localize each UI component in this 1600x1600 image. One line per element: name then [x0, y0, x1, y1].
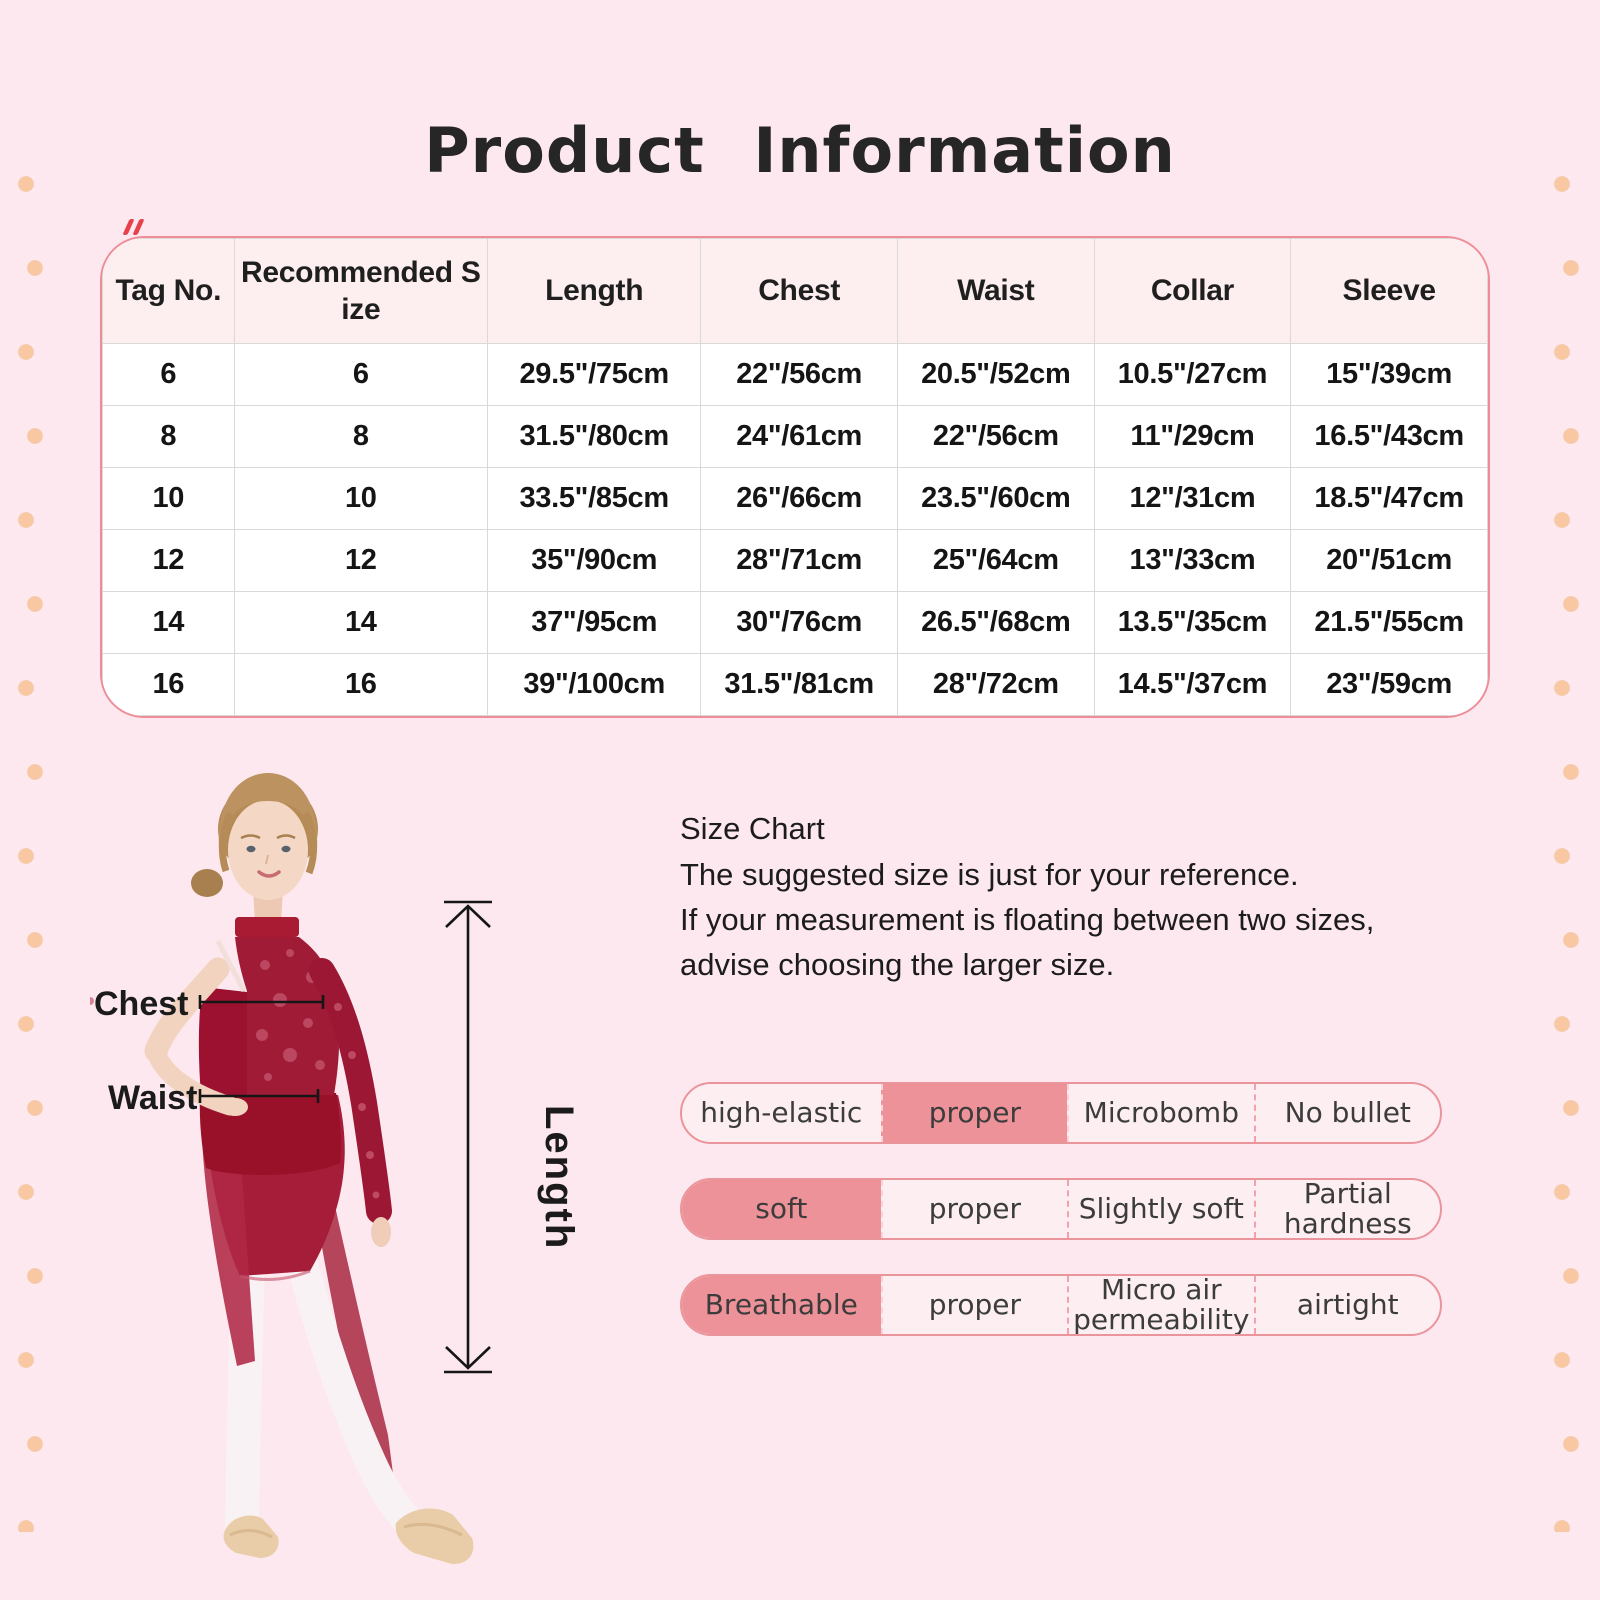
- table-cell: 31.5"/81cm: [700, 653, 898, 716]
- attribute-segment: No bullet: [1253, 1084, 1440, 1142]
- size-chart-note-line: advise choosing the larger size.: [680, 947, 1115, 982]
- table-cell: 26.5"/68cm: [896, 591, 1095, 654]
- table-cell: 13"/33cm: [1093, 529, 1292, 592]
- table-cell: 30"/76cm: [700, 591, 898, 654]
- table-cell: 6: [233, 343, 489, 406]
- column-header-length: Length: [487, 238, 702, 344]
- dots-decoration-right: [1550, 172, 1584, 1532]
- waist-measure-label: Waist: [108, 1079, 198, 1117]
- attribute-segment: Micro air permeability: [1067, 1276, 1253, 1334]
- size-chart-table: Tag No. Recommended Size Length Chest Wa…: [102, 238, 1488, 716]
- table-cell: 14: [102, 591, 235, 654]
- table-cell: 12: [233, 529, 489, 592]
- table-row: 14 14 37"/95cm 30"/76cm 26.5"/68cm 13.5"…: [102, 591, 1488, 654]
- column-header-collar: Collar: [1093, 238, 1292, 344]
- dots-decoration-left: [14, 172, 48, 1532]
- quote-mark-decoration: [122, 219, 145, 235]
- size-chart-heading: Size Chart: [680, 811, 825, 846]
- size-chart-note-line: The suggested size is just for your refe…: [680, 857, 1299, 892]
- table-row: 12 12 35"/90cm 28"/71cm 25"/64cm 13"/33c…: [102, 529, 1488, 592]
- attribute-bar-breathability: Breathable proper Micro air permeability…: [680, 1274, 1442, 1336]
- attribute-bar-softness: soft proper Slightly soft Partial hardne…: [680, 1178, 1442, 1240]
- model-illustration: [90, 773, 492, 1565]
- column-header-waist: Waist: [896, 238, 1095, 344]
- table-cell: 10: [102, 467, 235, 530]
- table-cell: 11"/29cm: [1093, 405, 1292, 468]
- table-cell: 12: [102, 529, 235, 592]
- attribute-bar-elasticity: high-elastic proper Microbomb No bullet: [680, 1082, 1442, 1144]
- table-cell: 28"/72cm: [896, 653, 1095, 716]
- size-chart-note-line: If your measurement is floating between …: [680, 902, 1375, 937]
- table-cell: 20.5"/52cm: [896, 343, 1095, 406]
- attribute-segment: proper: [880, 1180, 1067, 1238]
- table-cell: 8: [233, 405, 489, 468]
- table-cell: 16: [233, 653, 489, 716]
- table-cell: 35"/90cm: [487, 529, 702, 592]
- column-header-tag-no: Tag No.: [102, 238, 235, 344]
- attribute-segment: high-elastic: [700, 1095, 863, 1129]
- table-cell: 8: [102, 405, 235, 468]
- table-cell: 10.5"/27cm: [1093, 343, 1292, 406]
- length-measure-label: Length: [537, 1105, 581, 1251]
- table-cell: 21.5"/55cm: [1290, 591, 1488, 654]
- table-cell: 14: [233, 591, 489, 654]
- table-cell: 12"/31cm: [1093, 467, 1292, 530]
- column-header-sleeve: Sleeve: [1290, 238, 1488, 344]
- attribute-segment-selected: proper: [880, 1084, 1068, 1142]
- table-cell: 25"/64cm: [896, 529, 1095, 592]
- size-chart-notes: Size Chart The suggested size is just fo…: [680, 806, 1440, 987]
- table-cell: 37"/95cm: [487, 591, 702, 654]
- table-cell: 22"/56cm: [700, 343, 898, 406]
- table-row: 10 10 33.5"/85cm 26"/66cm 23.5"/60cm 12"…: [102, 467, 1488, 530]
- column-header-recommended-size: Recommended Size: [233, 238, 489, 344]
- size-chart-table-container: Tag No. Recommended Size Length Chest Wa…: [100, 236, 1490, 718]
- model-photo: Chest Waist Length: [90, 755, 660, 1590]
- table-cell: 14.5"/37cm: [1093, 653, 1292, 716]
- table-cell: 28"/71cm: [700, 529, 898, 592]
- table-cell: 29.5"/75cm: [487, 343, 702, 406]
- attribute-segment-selected: soft: [682, 1180, 881, 1238]
- table-row: 16 16 39"/100cm 31.5"/81cm 28"/72cm 14.5…: [102, 653, 1488, 716]
- table-cell: 6: [102, 343, 235, 406]
- table-cell: 15"/39cm: [1290, 343, 1488, 406]
- attribute-segment: airtight: [1253, 1276, 1440, 1334]
- attribute-segment: Microbomb: [1067, 1084, 1253, 1142]
- column-header-chest: Chest: [700, 238, 898, 344]
- table-cell: 13.5"/35cm: [1093, 591, 1292, 654]
- table-cell: 16: [102, 653, 235, 716]
- table-row: 8 8 31.5"/80cm 24"/61cm 22"/56cm 11"/29c…: [102, 405, 1488, 468]
- table-cell: 18.5"/47cm: [1290, 467, 1488, 530]
- table-cell: 33.5"/85cm: [487, 467, 702, 530]
- table-cell: 22"/56cm: [896, 405, 1095, 468]
- table-cell: 26"/66cm: [700, 467, 898, 530]
- table-cell: 10: [233, 467, 489, 530]
- table-cell: 16.5"/43cm: [1290, 405, 1488, 468]
- page-title: Product Information: [424, 113, 1176, 187]
- chest-measure-label: Chest: [94, 985, 189, 1023]
- attribute-segment: proper: [880, 1276, 1067, 1334]
- table-header-row: Tag No. Recommended Size Length Chest Wa…: [102, 238, 1488, 344]
- fabric-attribute-bars: high-elastic proper Microbomb No bullet …: [680, 1082, 1442, 1370]
- attribute-segment: Slightly soft: [1067, 1180, 1253, 1238]
- attribute-segment: Partial hardness: [1253, 1180, 1440, 1238]
- table-cell: 24"/61cm: [700, 405, 898, 468]
- table-cell: 39"/100cm: [487, 653, 702, 716]
- table-cell: 23"/59cm: [1290, 653, 1488, 716]
- table-cell: 31.5"/80cm: [487, 405, 702, 468]
- table-cell: 23.5"/60cm: [896, 467, 1095, 530]
- attribute-segment-selected: Breathable: [682, 1276, 881, 1334]
- table-row: 6 6 29.5"/75cm 22"/56cm 20.5"/52cm 10.5"…: [102, 343, 1488, 406]
- table-cell: 20"/51cm: [1290, 529, 1488, 592]
